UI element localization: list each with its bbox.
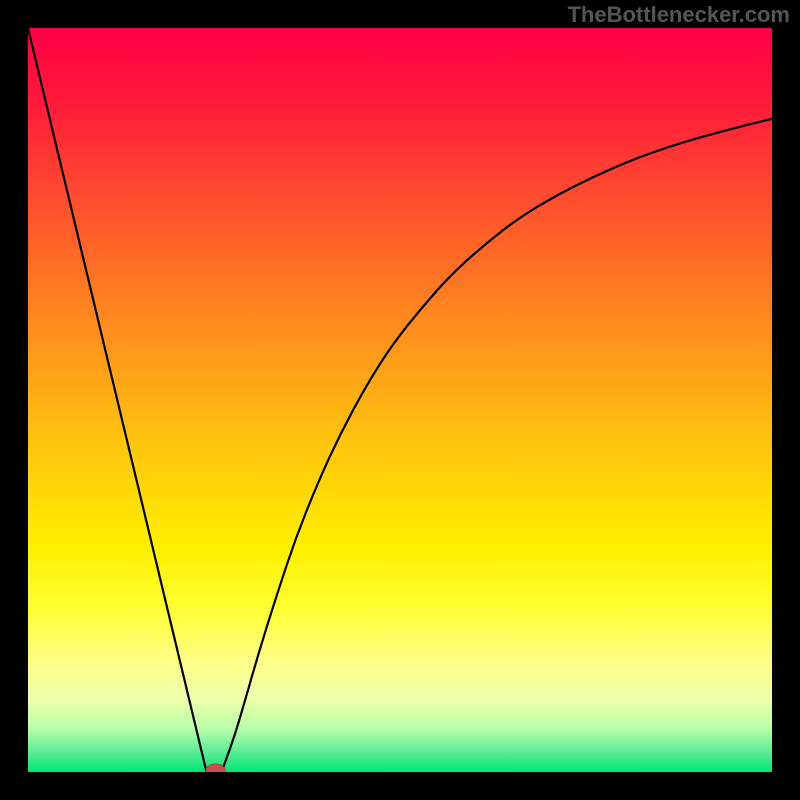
- watermark-text: TheBottlenecker.com: [567, 2, 790, 28]
- chart-container: TheBottlenecker.com: [0, 0, 800, 800]
- bottleneck-chart: [0, 0, 800, 800]
- chart-background: [28, 28, 772, 772]
